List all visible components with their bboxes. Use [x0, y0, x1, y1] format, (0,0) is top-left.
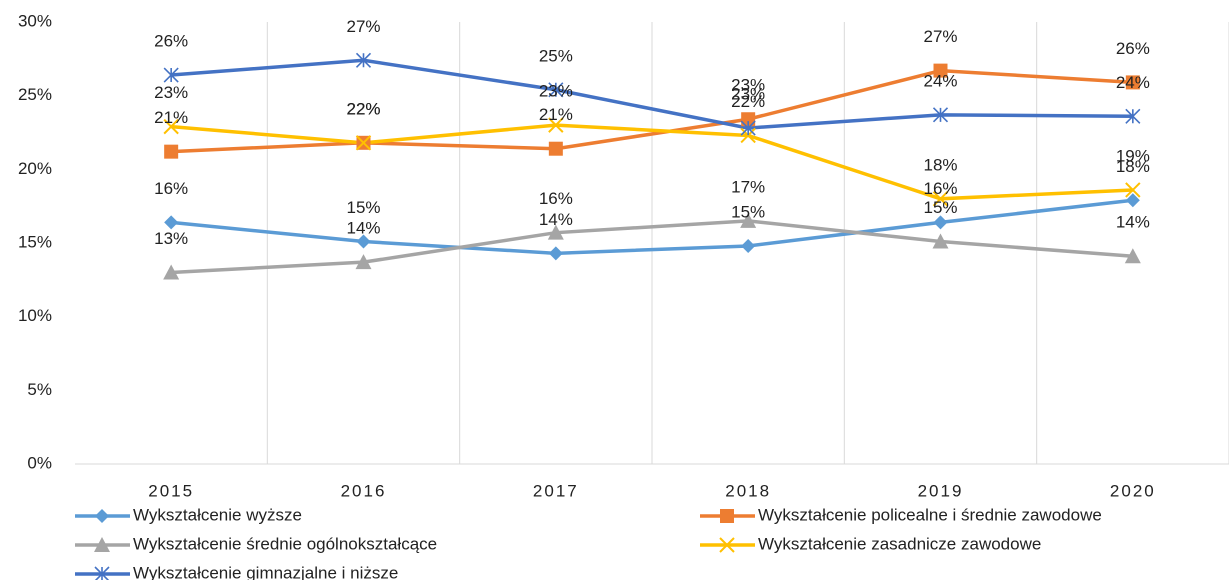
marker — [1124, 248, 1141, 264]
data-label: 24% — [1116, 73, 1150, 92]
data-label: 13% — [154, 229, 188, 248]
marker — [356, 234, 371, 249]
marker — [355, 254, 372, 270]
data-label: 17% — [731, 177, 765, 196]
data-label: 27% — [923, 27, 957, 46]
data-label: 14% — [539, 210, 573, 229]
series-line — [171, 123, 1133, 201]
marker — [94, 566, 110, 580]
data-label: 15% — [923, 198, 957, 217]
x-tick-label: 2017 — [533, 481, 579, 500]
data-label: 24% — [923, 71, 957, 90]
marker — [1125, 193, 1140, 208]
y-tick-label: 30% — [18, 11, 52, 30]
marker — [547, 224, 564, 240]
marker — [163, 67, 179, 83]
data-label: 19% — [1116, 146, 1150, 165]
marker — [94, 537, 110, 552]
marker — [355, 52, 372, 68]
marker — [1125, 182, 1141, 198]
series-line — [170, 198, 1134, 256]
data-label: 23% — [154, 83, 188, 102]
marker — [740, 212, 757, 228]
data-label: 23% — [731, 85, 765, 104]
marker — [740, 127, 756, 144]
legend-label: Wykształcenie zasadnicze zawodowe — [758, 534, 1041, 553]
data-label: 18% — [1116, 157, 1150, 176]
marker — [932, 191, 949, 207]
data-label: 14% — [346, 219, 380, 238]
marker — [355, 135, 372, 151]
data-label: 26% — [154, 32, 188, 51]
x-tick-label: 2018 — [725, 481, 771, 500]
marker — [548, 82, 564, 98]
data-label: 25% — [539, 46, 573, 65]
marker — [932, 233, 949, 249]
marker — [164, 215, 179, 230]
legend-label: Wykształcenie wyższe — [133, 505, 302, 524]
data-label: 18% — [923, 155, 957, 174]
data-label: 27% — [346, 17, 380, 36]
x-tick-label: 2016 — [341, 481, 387, 500]
data-label: 16% — [539, 189, 573, 208]
marker — [741, 238, 756, 253]
legend-label: Wykształcenie średnie ogólnokształcące — [133, 534, 437, 553]
y-tick-label: 5% — [27, 380, 52, 399]
series-line — [171, 68, 1133, 154]
marker — [740, 120, 756, 136]
data-label: 23% — [731, 76, 765, 95]
x-tick-label: 2020 — [1110, 481, 1156, 500]
data-label: 22% — [346, 99, 380, 118]
y-tick-label: 0% — [27, 453, 52, 472]
marker — [548, 246, 563, 261]
marker — [1125, 75, 1140, 90]
marker — [932, 107, 949, 123]
y-tick-label: 15% — [18, 232, 52, 251]
x-tick-label: 2015 — [148, 481, 194, 500]
data-label: 15% — [346, 198, 380, 217]
legend-label: Wykształcenie gimnazjalne i niższe — [133, 563, 398, 580]
data-label: 23% — [539, 82, 573, 101]
data-label: 16% — [923, 179, 957, 198]
marker — [548, 141, 563, 156]
data-label: 14% — [1116, 213, 1150, 232]
marker — [719, 537, 735, 553]
y-tick-label: 25% — [18, 85, 52, 104]
data-label: 15% — [731, 202, 765, 221]
marker — [548, 117, 564, 133]
x-tick-label: 2019 — [918, 481, 964, 500]
marker — [933, 215, 948, 230]
y-tick-label: 10% — [18, 306, 52, 325]
data-label: 26% — [1116, 39, 1150, 58]
data-label: 21% — [154, 108, 188, 127]
series-line — [171, 58, 1133, 130]
data-label: 21% — [539, 105, 573, 124]
legend-label: Wykształcenie policealne i średnie zawod… — [758, 505, 1102, 524]
marker — [1125, 108, 1141, 124]
marker — [741, 112, 756, 127]
marker — [720, 509, 734, 523]
y-tick-label: 20% — [18, 159, 52, 178]
marker — [164, 144, 179, 159]
data-label: 22% — [731, 92, 765, 111]
marker — [95, 509, 109, 523]
marker — [933, 63, 948, 78]
marker — [163, 264, 180, 280]
marker — [163, 118, 179, 135]
series-line — [171, 219, 1133, 275]
data-label: 22% — [346, 99, 380, 118]
data-label: 16% — [154, 179, 188, 198]
